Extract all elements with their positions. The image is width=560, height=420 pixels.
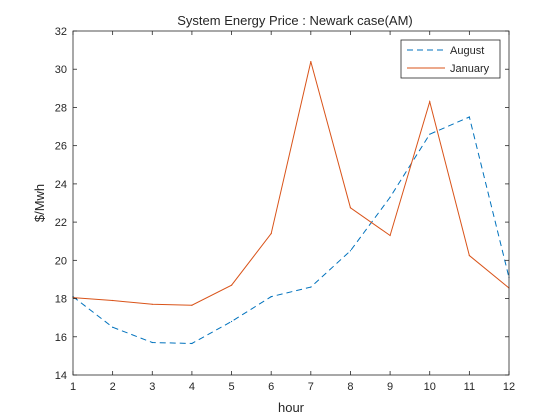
january-data-point [191, 304, 193, 306]
x-tick-label: 4 [189, 381, 195, 393]
january-data-point [310, 60, 312, 63]
x-tick-label: 12 [503, 381, 515, 393]
august-legend-label: August [450, 45, 484, 57]
y-tick-label: 18 [55, 294, 67, 306]
august-data-point [112, 326, 114, 328]
january-legend-label: January [450, 63, 490, 75]
august-data-point [230, 320, 233, 323]
august-series-line [72, 116, 510, 344]
august-data-point [151, 341, 153, 344]
plot-frame [72, 30, 510, 376]
chart-title: System Energy Price : Newark case(AM) [177, 13, 413, 28]
y-tick-label: 24 [55, 179, 67, 191]
x-tick-label: 1 [70, 381, 76, 393]
august-data-point [429, 133, 431, 135]
legend: August January [400, 39, 501, 79]
x-tick-label: 10 [424, 381, 436, 393]
january-data-point [112, 299, 114, 302]
august-data-point [468, 116, 470, 118]
y-tick-label: 32 [55, 26, 67, 38]
y-tick-label: 26 [55, 141, 67, 153]
y-tick-label: 20 [55, 255, 67, 267]
x-tick-label: 3 [149, 381, 155, 393]
august-data-point [349, 250, 352, 252]
january-data-point [230, 284, 233, 286]
x-tick-label: 8 [347, 381, 353, 393]
august-data-point [389, 196, 391, 198]
january-data-point [468, 254, 470, 257]
august-data-point [191, 342, 193, 345]
january-series-line [72, 61, 510, 306]
plot-area [73, 31, 509, 375]
x-tick-label: 5 [228, 381, 234, 393]
legend-box [400, 39, 501, 79]
y-tick-label: 16 [55, 332, 67, 344]
x-tick-label: 6 [268, 381, 274, 393]
y-tick-label: 30 [55, 64, 67, 76]
y-tick-label: 28 [55, 102, 67, 114]
x-axis-label: hour [278, 400, 305, 415]
x-tick-label: 11 [464, 381, 475, 393]
august-data-point [310, 286, 312, 288]
august-data-point [270, 296, 272, 298]
x-tick-label: 2 [110, 381, 116, 393]
x-tick-label: 9 [387, 381, 393, 393]
january-data-point [151, 303, 153, 305]
x-tick-label: 7 [308, 381, 314, 393]
january-data-point [389, 234, 391, 237]
y-tick-label: 14 [55, 370, 67, 382]
y-tick-label: 22 [55, 217, 67, 229]
y-axis-label: $/Mwh [32, 184, 47, 222]
january-data-point [270, 232, 272, 235]
january-data-point [349, 207, 352, 209]
january-data-point [429, 101, 431, 103]
